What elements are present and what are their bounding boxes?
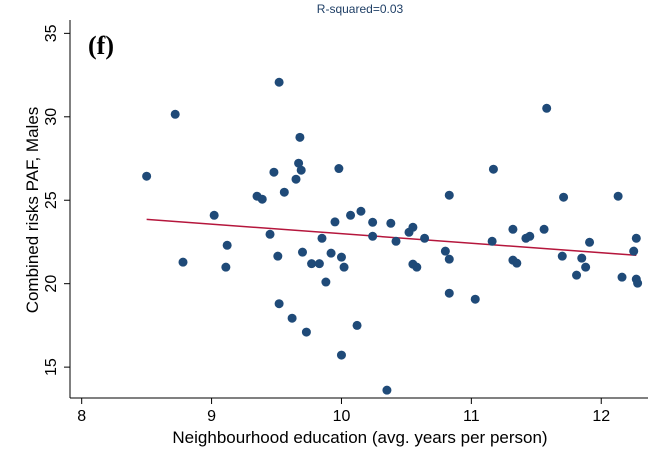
scatter-point: [339, 262, 349, 272]
scatter-point: [330, 217, 340, 227]
scatter-point: [273, 251, 283, 261]
scatter-point: [326, 248, 336, 258]
scatter-point: [307, 259, 317, 269]
scatter-point: [346, 210, 356, 220]
scatter-point: [222, 240, 232, 250]
scatter-point: [336, 252, 346, 262]
scatter-point: [613, 191, 623, 201]
scatter-point: [221, 262, 231, 272]
scatter-point: [572, 270, 582, 280]
scatter-point: [334, 164, 344, 174]
x-tick-label: 11: [463, 408, 480, 425]
scatter-point: [297, 247, 307, 257]
scatter-point: [178, 257, 188, 267]
scatter-point: [488, 164, 498, 174]
scatter-point: [508, 224, 518, 234]
x-tick-label: 8: [77, 408, 86, 425]
scatter-point: [265, 229, 275, 239]
scatter-point: [368, 217, 378, 227]
scatter-point: [296, 165, 306, 175]
fit-line: [146, 218, 637, 257]
scatter-point: [294, 158, 304, 168]
scatter-point: [412, 262, 422, 272]
scatter-point: [142, 171, 152, 181]
y-tick-label: 30: [43, 108, 60, 126]
chart-title: R-squared=0.03: [317, 2, 404, 16]
panel-label: (f): [88, 31, 114, 60]
scatter-point: [274, 77, 284, 87]
scatter-point: [287, 313, 297, 323]
scatter-point: [487, 236, 497, 246]
scatter-point: [557, 251, 567, 261]
scatter-point: [577, 253, 587, 263]
scatter-point: [368, 231, 378, 241]
scatter-point: [631, 233, 641, 243]
y-tick-label: 15: [43, 358, 60, 376]
scatter-point: [617, 272, 627, 282]
scatter-point: [420, 233, 430, 243]
scatter-point: [408, 222, 418, 232]
scatter-point: [585, 237, 595, 247]
y-tick-label: 35: [43, 24, 60, 42]
scatter-point: [209, 210, 219, 220]
scatter-point: [269, 167, 279, 177]
scatter-point: [257, 194, 267, 204]
y-tick-label: 25: [43, 191, 60, 209]
scatter-point: [391, 236, 401, 246]
scatter-point: [386, 218, 396, 228]
scatter-point: [317, 233, 327, 243]
scatter-point: [336, 350, 346, 360]
x-tick-label: 9: [207, 408, 216, 425]
scatter-point: [525, 231, 535, 241]
scatter-point: [629, 246, 639, 256]
scatter-point: [633, 278, 643, 288]
y-axis-title: Combined risks PAF, Males: [23, 107, 42, 314]
scatter-point: [444, 254, 454, 264]
scatter-point: [321, 277, 331, 287]
scatter-point: [301, 327, 311, 337]
scatter-point: [444, 288, 454, 298]
y-tick-label: 20: [43, 275, 60, 293]
scatter-point: [291, 174, 301, 184]
x-tick-label: 10: [333, 408, 351, 425]
scatter-point: [314, 259, 324, 269]
scatter-point: [581, 262, 591, 272]
scatter-point: [295, 132, 305, 142]
scatter-point: [356, 206, 366, 216]
scatter-point: [274, 299, 284, 309]
scatter-point: [352, 320, 362, 330]
scatter-point: [542, 103, 552, 113]
scatter-point: [512, 258, 522, 268]
scatter-point: [470, 294, 480, 304]
scatter-point: [444, 190, 454, 200]
scatter-point: [170, 109, 180, 119]
scatter-point: [440, 246, 450, 256]
scatter-point: [279, 187, 289, 197]
scatter-point: [539, 224, 549, 234]
x-tick-label: 12: [592, 408, 610, 425]
scatter-point: [382, 385, 392, 395]
scatter-point: [559, 192, 569, 202]
x-axis-title: Neighbourhood education (avg. years per …: [172, 428, 547, 447]
